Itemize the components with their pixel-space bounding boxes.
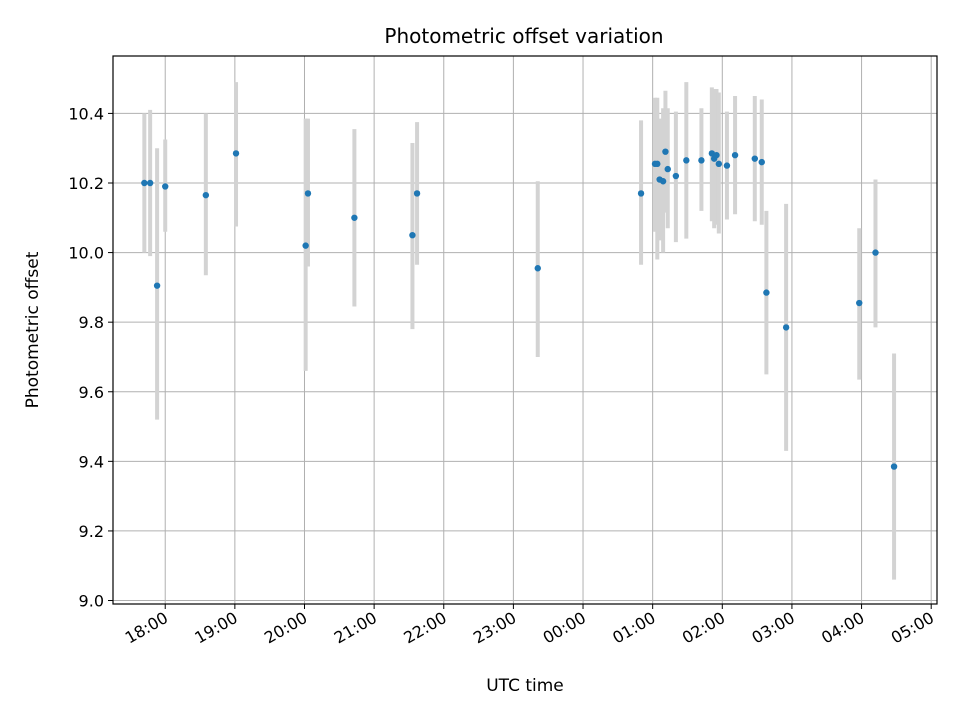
- data-point: [890, 463, 898, 470]
- data-point: [153, 282, 161, 289]
- data-point: [683, 157, 690, 164]
- y-tick-label: 9.4: [79, 452, 104, 471]
- data-point: [723, 162, 731, 169]
- data-point: [715, 160, 723, 168]
- data-point: [751, 155, 758, 162]
- data-point: [731, 151, 739, 159]
- y-tick-label: 10.2: [68, 174, 104, 193]
- chart-title: Photometric offset variation: [384, 24, 663, 48]
- data-point: [872, 249, 879, 256]
- data-point: [856, 299, 863, 307]
- data-point: [713, 151, 720, 159]
- y-tick-label: 9.0: [79, 592, 104, 611]
- data-point: [413, 190, 421, 197]
- data-point: [664, 165, 671, 173]
- y-axis-label: Photometric offset: [23, 251, 43, 408]
- y-tick-label: 10.0: [68, 244, 104, 263]
- data-point: [698, 157, 705, 164]
- data-point: [304, 190, 312, 197]
- data-point: [672, 172, 680, 180]
- y-tick-label: 9.8: [79, 313, 104, 332]
- data-point: [302, 242, 309, 249]
- x-axis-label: UTC time: [486, 676, 564, 696]
- data-point: [141, 179, 148, 187]
- data-point: [232, 150, 240, 157]
- data-point: [162, 183, 169, 190]
- data-point: [146, 179, 154, 187]
- plot-frame: [112, 55, 938, 605]
- data-point: [202, 191, 210, 199]
- y-tick-label: 10.4: [68, 104, 104, 123]
- data-point: [763, 289, 770, 296]
- y-tick-label: 9.2: [79, 522, 104, 541]
- data-point: [782, 324, 790, 331]
- data-point: [409, 231, 416, 239]
- data-point: [351, 214, 358, 221]
- data-point: [758, 158, 765, 166]
- data-point: [534, 265, 541, 272]
- y-axis-ticks: 9.0 9.2 9.4 9.6 9.8 10.0 10.2 10.4: [68, 104, 113, 611]
- y-tick-label: 9.6: [79, 383, 104, 402]
- data-point: [654, 160, 661, 168]
- data-point: [662, 148, 669, 155]
- grid-lines: [113, 56, 937, 604]
- data-points: [141, 148, 898, 470]
- data-point: [659, 178, 667, 185]
- data-point: [637, 190, 645, 197]
